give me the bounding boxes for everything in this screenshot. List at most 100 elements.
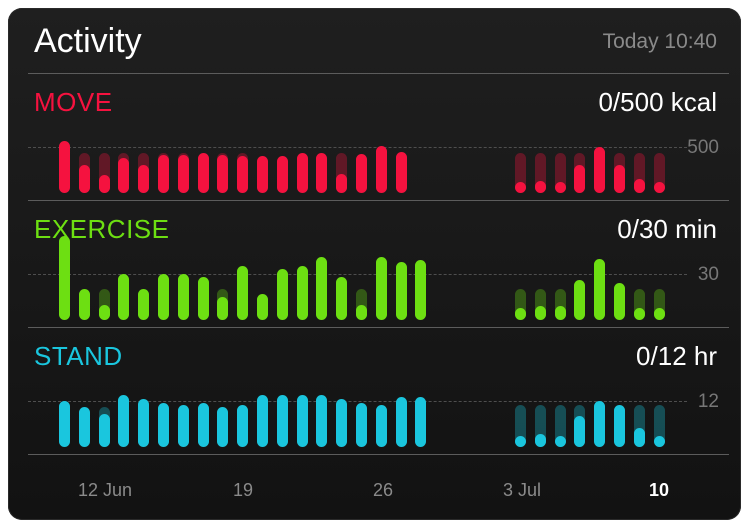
move-day-bar	[237, 156, 248, 193]
x-axis-label: 3 Jul	[502, 480, 542, 500]
stand-day-bar	[336, 399, 347, 447]
stand-recent-bar	[614, 404, 625, 447]
move-day-bar	[59, 140, 70, 193]
move-day-bar	[277, 156, 288, 193]
stand-recent-bar	[574, 416, 585, 447]
move-recent-bar	[555, 182, 566, 193]
exercise-day-bar	[297, 266, 308, 320]
exercise-recent-bar	[634, 307, 645, 320]
move-recent-bar-ghost	[555, 153, 566, 193]
widget-title: Activity	[34, 22, 142, 60]
activity-widget[interactable]: Activity Today 10:40 MOVE 0/500 kcal 500…	[8, 8, 741, 520]
stand-day-bar	[118, 395, 129, 447]
exercise-recent-bar-ghost	[654, 289, 665, 320]
move-day-bar	[118, 158, 129, 193]
move-day-bar	[198, 153, 209, 193]
move-day-bar	[356, 154, 367, 193]
stand-recent-bar-ghost	[634, 404, 645, 447]
stand-day-bar	[257, 395, 268, 447]
stand-day-bar	[79, 406, 90, 447]
stand-recent-bar-ghost	[654, 404, 665, 447]
stand-day-bar	[59, 401, 70, 447]
move-recent-bar	[515, 182, 526, 193]
stand-day-bar	[217, 406, 228, 447]
move-day-bar	[99, 174, 110, 193]
exercise-recent-bar	[614, 283, 625, 320]
exercise-recent-bar-ghost	[555, 289, 566, 320]
move-section: MOVE 0/500 kcal 500	[8, 81, 741, 207]
exercise-day-bar	[178, 274, 189, 320]
stand-recent-bar	[535, 433, 546, 447]
stand-day-bar	[356, 402, 367, 447]
move-day-bar-ghost	[99, 153, 110, 193]
stand-day-bar	[297, 395, 308, 447]
exercise-day-bar	[79, 289, 90, 320]
stand-day-bar	[316, 395, 327, 447]
exercise-goal-tick: 30	[697, 264, 719, 285]
stand-recent-bar-ghost	[515, 404, 526, 447]
move-label: MOVE	[34, 87, 113, 117]
x-axis-label: 12 Jun	[77, 480, 133, 500]
stand-day-bar	[376, 404, 387, 447]
move-day-bar	[336, 173, 347, 193]
exercise-day-bar	[316, 257, 327, 320]
x-axis-label: 19	[232, 480, 254, 500]
stand-day-bar	[198, 402, 209, 447]
move-recent-bar	[654, 182, 665, 193]
divider	[28, 200, 729, 201]
exercise-day-bar	[99, 304, 110, 320]
divider	[28, 73, 729, 74]
stand-recent-bar	[555, 436, 566, 447]
move-recent-bar	[634, 179, 645, 193]
exercise-day-bar	[217, 297, 228, 320]
exercise-recent-bar	[594, 258, 605, 320]
stand-day-bar	[396, 397, 407, 447]
move-recent-bar	[574, 165, 585, 193]
exercise-day-bar	[376, 257, 387, 320]
exercise-day-bar	[336, 277, 347, 320]
stand-goal-line	[28, 401, 687, 402]
stand-recent-bar	[515, 436, 526, 447]
stand-day-bar	[138, 399, 149, 447]
exercise-goal-line	[28, 274, 687, 275]
stand-bars	[8, 335, 741, 461]
exercise-section: EXERCISE 0/30 min 30	[8, 208, 741, 334]
move-day-bar	[217, 155, 228, 193]
move-day-bar-ghost	[336, 153, 347, 193]
move-recent-bar	[535, 181, 546, 193]
exercise-recent-bar-ghost	[535, 289, 546, 320]
move-goal: 0/500 kcal	[598, 87, 717, 117]
stand-goal-tick: 12	[697, 391, 719, 412]
exercise-day-bar	[59, 235, 70, 320]
exercise-day-bar	[415, 260, 426, 320]
exercise-day-bar	[396, 261, 407, 320]
move-recent-bar-ghost	[634, 153, 645, 193]
stand-day-bar	[237, 404, 248, 447]
move-recent-bar-ghost	[535, 153, 546, 193]
timestamp: Today 10:40	[602, 30, 717, 53]
exercise-day-bar	[356, 304, 367, 320]
x-axis-label: 10	[648, 480, 670, 500]
move-day-bar	[158, 155, 169, 193]
divider	[28, 327, 729, 328]
move-day-bar	[297, 153, 308, 193]
stand-recent-bar-ghost	[535, 404, 546, 447]
move-day-bar	[316, 153, 327, 193]
move-day-bar	[138, 165, 149, 193]
stand-day-bar	[178, 404, 189, 447]
exercise-day-bar	[277, 269, 288, 320]
exercise-label: EXERCISE	[34, 214, 170, 244]
stand-recent-bar-ghost	[555, 404, 566, 447]
move-recent-bar	[614, 165, 625, 193]
exercise-bars	[8, 208, 741, 334]
exercise-recent-bar	[574, 280, 585, 320]
move-recent-bar-ghost	[515, 153, 526, 193]
move-goal-line	[28, 147, 687, 148]
exercise-recent-bar	[515, 307, 526, 320]
stand-recent-bar	[654, 436, 665, 447]
exercise-recent-bar-ghost	[515, 289, 526, 320]
stand-recent-bar	[634, 427, 645, 447]
stand-goal: 0/12 hr	[636, 341, 717, 371]
move-bars	[8, 81, 741, 207]
exercise-day-bar	[118, 274, 129, 320]
